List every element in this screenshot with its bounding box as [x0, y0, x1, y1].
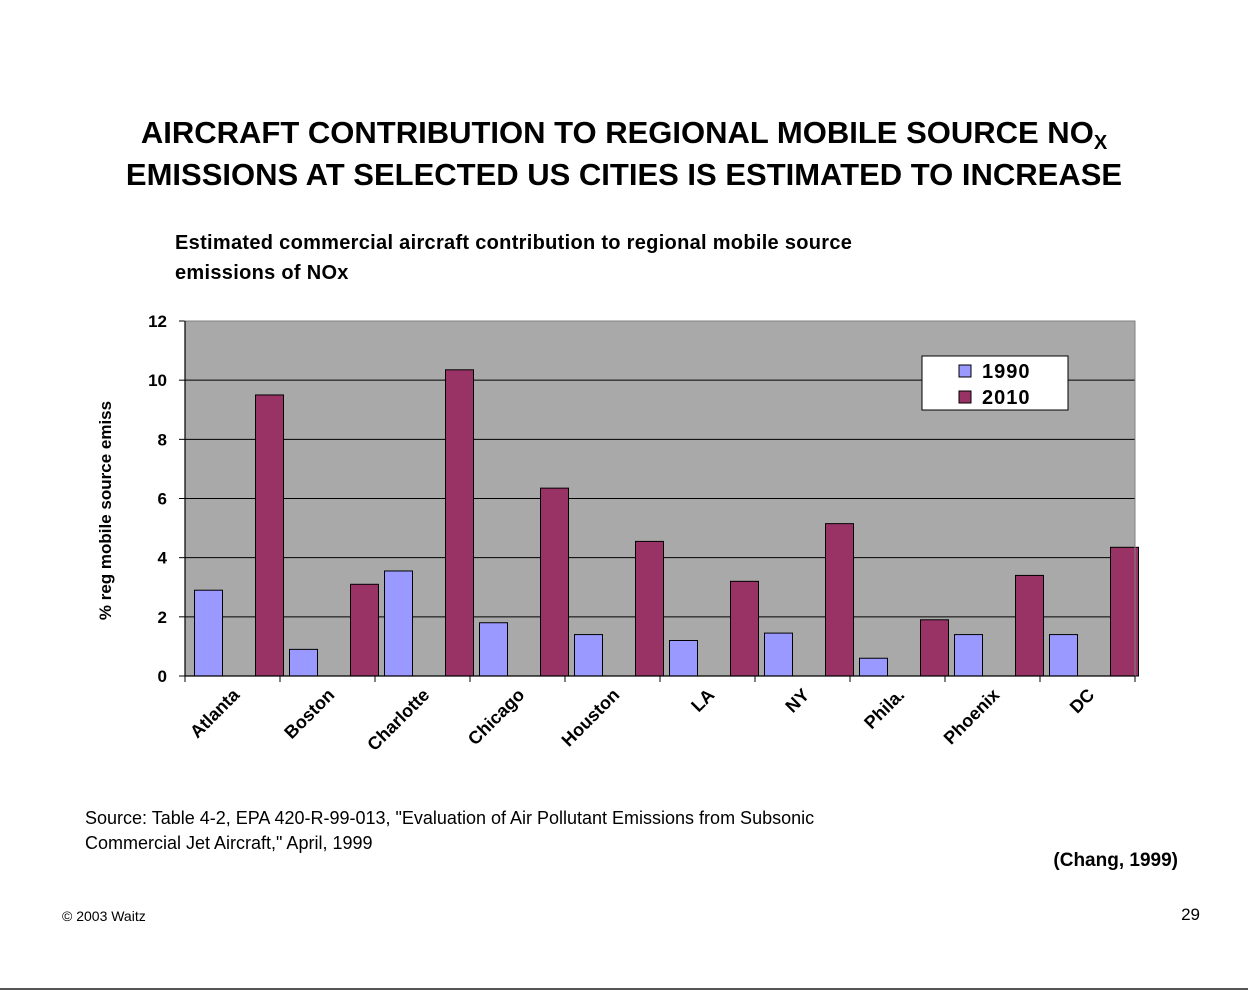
- x-tick-label: Atlanta: [186, 684, 244, 742]
- bar-2010-dc: [1110, 546, 1139, 677]
- y-axis-label: % reg mobile source emiss: [96, 401, 115, 620]
- bar-chart: 0 2 4 6 8 10 12 Atlanta Boston Charlotte Chicago Ho…: [96, 312, 1139, 755]
- bar-2010-phoenix: [1015, 574, 1044, 677]
- legend-swatch-2010: [958, 390, 972, 404]
- x-tick-label: Chicago: [464, 685, 528, 749]
- bar-2010-chicago: [540, 487, 569, 677]
- bar-1990-houston: [574, 634, 603, 677]
- legend-box: [921, 355, 1069, 411]
- x-tick-label: Phila.: [860, 685, 908, 733]
- y-tick-label: 6: [158, 490, 167, 509]
- y-tick-label: 12: [148, 312, 167, 331]
- legend-label-1990: 1990: [982, 361, 1031, 383]
- bar-1990-phoenix: [954, 634, 983, 677]
- x-tick-label: DC: [1066, 685, 1099, 718]
- bar-1990-ny: [764, 632, 793, 677]
- x-tick-label: Phoenix: [940, 685, 1004, 749]
- legend-label-2010: 2010: [982, 387, 1031, 409]
- slide-title-line1: AIRCRAFT CONTRIBUTION TO REGIONAL MOBILE…: [140, 115, 1108, 154]
- bar-1990-charlotte: [384, 570, 413, 677]
- y-tick-label: 0: [158, 667, 167, 686]
- source-line2: Commercial Jet Aircraft," April, 1999: [85, 833, 373, 853]
- bar-1990-la: [669, 640, 698, 677]
- source-line1: Source: Table 4-2, EPA 420-R-99-013, "Ev…: [85, 808, 815, 828]
- x-tick-label: Charlotte: [363, 685, 433, 755]
- slide-title-subscript: X: [1093, 132, 1108, 154]
- bar-1990-phila: [859, 657, 888, 677]
- chart-title-line2: emissions of NOx: [175, 262, 349, 284]
- bar-2010-charlotte: [445, 369, 474, 677]
- chart-title-line1: Estimated commercial aircraft contributi…: [175, 232, 853, 254]
- bar-2010-ny: [825, 523, 854, 677]
- legend: 1990 2010: [921, 355, 1069, 411]
- bars: [194, 369, 1139, 677]
- x-tick-label: Boston: [280, 685, 338, 743]
- bar-1990-dc: [1049, 634, 1078, 677]
- x-tick-label: LA: [687, 685, 718, 716]
- x-tick-label: Houston: [558, 685, 624, 751]
- copyright: © 2003 Waitz: [62, 908, 146, 924]
- bar-2010-boston: [350, 583, 379, 677]
- source-note: Source: Table 4-2, EPA 420-R-99-013, "Ev…: [85, 806, 1045, 856]
- y-tick-label: 10: [148, 371, 167, 390]
- bottom-rule: [0, 988, 1248, 990]
- bar-1990-chicago: [479, 622, 508, 677]
- slide-title: AIRCRAFT CONTRIBUTION TO REGIONAL MOBILE…: [0, 112, 1248, 196]
- y-tick-label: 8: [158, 430, 167, 449]
- slide-title-line2: EMISSIONS AT SELECTED US CITIES IS ESTIM…: [125, 157, 1123, 192]
- legend-swatch-1990: [958, 364, 972, 378]
- bar-2010-la: [730, 580, 759, 677]
- bar-2010-phila: [920, 619, 949, 677]
- y-tick-label: 4: [158, 549, 168, 568]
- chart-title: Estimated commercial aircraft contributi…: [175, 228, 1035, 288]
- bar-1990-atlanta: [194, 589, 223, 677]
- bar-2010-atlanta: [255, 394, 284, 677]
- bar-1990-boston: [289, 648, 318, 677]
- citation: (Chang, 1999): [1053, 850, 1178, 871]
- x-tick-label: NY: [781, 685, 813, 717]
- y-tick-label: 2: [158, 608, 167, 627]
- page-number: 29: [1181, 905, 1200, 924]
- axes: [179, 320, 1136, 682]
- bar-2010-houston: [635, 540, 664, 677]
